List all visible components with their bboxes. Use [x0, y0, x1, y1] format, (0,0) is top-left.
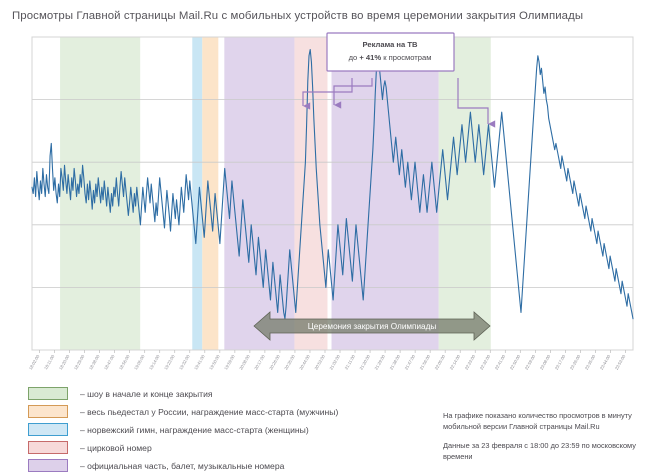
x-tick-label: 22:59:00	[524, 353, 537, 370]
x-tick-label: 23:26:00	[569, 353, 582, 370]
band-circus	[294, 37, 328, 350]
band-russia-podium	[202, 37, 219, 350]
legend-label-show: – шоу в начале и конце закрытия	[80, 388, 213, 399]
legend-swatch-circus	[28, 441, 68, 454]
x-tick-label: 21:47:00	[404, 353, 417, 370]
tv-ad-callout: Реклама на ТВ до + 41% к просмотрам	[326, 32, 455, 72]
x-tick-label: 21:38:00	[388, 353, 401, 370]
x-tick-label: 21:56:00	[419, 353, 432, 370]
x-axis-ticks: 18:02:00 18:11:00 18:20:00 18:29:00 18:38:00…	[28, 350, 627, 371]
note-period: Данные за 23 февраля с 18:00 до 23:59 по…	[443, 441, 636, 462]
x-tick-label: 18:29:00	[73, 353, 86, 370]
x-tick-label: 22:41:00	[494, 353, 507, 370]
ceremony-label: Церемония закрытия Олимпиады	[308, 322, 437, 331]
legend: – шоу в начале и конце закрытия – весь п…	[28, 385, 338, 475]
legend-item: – цирковой номер	[28, 439, 338, 456]
band-official-part-1	[224, 37, 295, 350]
x-tick-label: 23:44:00	[599, 353, 612, 370]
legend-label-circus: – цирковой номер	[80, 442, 152, 453]
legend-item: – шоу в начале и конце закрытия	[28, 385, 338, 402]
x-tick-label: 18:38:00	[88, 353, 101, 370]
x-tick-label: 21:20:00	[358, 353, 371, 370]
x-tick-label: 19:32:00	[178, 353, 191, 370]
legend-swatch-podium	[28, 405, 68, 418]
legend-item: – норвежский гимн, награждение масс-стар…	[28, 421, 338, 438]
x-tick-label: 18:20:00	[58, 353, 71, 370]
x-tick-label: 18:47:00	[103, 353, 116, 370]
x-tick-label: 18:11:00	[43, 353, 56, 370]
callout-bold: + 41%	[359, 53, 381, 62]
x-tick-label: 19:41:00	[193, 353, 206, 370]
callout-box	[326, 32, 455, 72]
x-tick-label: 22:14:00	[449, 353, 462, 370]
x-tick-label: 20:08:00	[238, 353, 251, 370]
callout-line1: Реклама на ТВ	[363, 40, 418, 49]
x-tick-label: 18:02:00	[28, 353, 41, 370]
connector-end-spike	[457, 78, 496, 128]
x-tick-label: 19:23:00	[163, 353, 176, 370]
callout-connectors	[302, 78, 496, 128]
series-line	[31, 48, 634, 320]
x-tick-label: 20:53:00	[313, 353, 326, 370]
legend-label-official: – официальная часть, балет, музыкальные …	[80, 460, 285, 471]
callout-prefix: до	[349, 53, 360, 62]
x-tick-label: 21:11:00	[344, 353, 357, 370]
legend-label-anthem: – норвежский гимн, награждение масс-стар…	[80, 424, 309, 435]
x-tick-label: 23:08:00	[539, 353, 552, 370]
legend-swatch-show	[28, 387, 68, 400]
x-tick-label: 22:05:00	[434, 353, 447, 370]
x-tick-label: 20:17:00	[253, 353, 266, 370]
page-title: Просмотры Главной страницы Mail.Ru с моб…	[12, 10, 584, 22]
legend-item: – официальная часть, балет, музыкальные …	[28, 457, 338, 474]
x-tick-label: 21:29:00	[373, 353, 386, 370]
note-metric: На графике показано количество просмотро…	[443, 411, 632, 431]
x-tick-label: 22:50:00	[509, 353, 522, 370]
x-tick-label: 23:35:00	[584, 353, 597, 370]
x-tick-label: 20:26:00	[268, 353, 281, 370]
ceremony-arrow-band: Церемония закрытия Олимпиады	[253, 311, 491, 341]
legend-swatch-official	[28, 459, 68, 472]
legend-item: – весь пьедестал у России, награждение м…	[28, 403, 338, 420]
band-norwegian-anthem	[192, 37, 203, 350]
x-tick-label: 19:59:00	[223, 353, 236, 370]
x-tick-label: 23:53:00	[614, 353, 627, 370]
callout-line2: до + 41% к просмотрам	[349, 53, 432, 62]
x-tick-label: 20:44:00	[298, 353, 311, 370]
x-tick-label: 19:50:00	[208, 353, 221, 370]
x-tick-label: 23:17:00	[554, 353, 567, 370]
connector-left-spike	[302, 78, 353, 110]
x-tick-label: 22:23:00	[464, 353, 477, 370]
x-tick-label: 19:14:00	[148, 353, 161, 370]
x-tick-label: 21:02:00	[328, 353, 341, 370]
legend-label-podium: – весь пьедестал у России, награждение м…	[80, 406, 339, 417]
x-tick-label: 18:56:00	[118, 353, 131, 370]
event-bands	[60, 37, 491, 350]
chart-notes: На графике показано количество просмотро…	[443, 411, 643, 472]
connector-right-spike	[333, 78, 373, 109]
x-tick-label: 20:35:00	[283, 353, 296, 370]
x-tick-label: 19:05:00	[133, 353, 146, 370]
callout-suffix: к просмотрам	[381, 53, 431, 62]
x-tick-label: 22:32:00	[479, 353, 492, 370]
band-official-part-2	[331, 37, 439, 350]
legend-swatch-anthem	[28, 423, 68, 436]
